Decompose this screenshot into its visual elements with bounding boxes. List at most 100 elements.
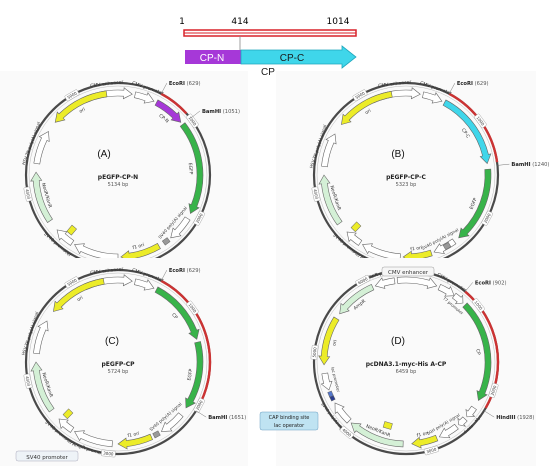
tick-box [352, 89, 368, 102]
site-name: BamHI [511, 162, 530, 168]
site-name: EcoRI [457, 81, 473, 87]
tick-label: 4000 [25, 376, 32, 387]
ori-feature-label: ori [364, 108, 372, 116]
ampr-promoter-feature [362, 243, 401, 261]
tick-label: 2000 [195, 212, 204, 224]
tick-label: 3000 [426, 447, 438, 455]
tick-box [64, 89, 80, 102]
small-gray-feature [152, 430, 161, 439]
ori-feature [53, 277, 105, 312]
sv40-promoter-feature [58, 418, 75, 433]
cmv-promoter-feature [437, 283, 455, 297]
cmv-enhancer-feature-label: CMV enhancer [378, 79, 412, 89]
position-start-label: 1 [179, 17, 185, 27]
tick-box [311, 186, 321, 202]
site-position: (1051) [221, 109, 240, 115]
cp-c-insert-feature [442, 99, 492, 165]
sv40-polya-feature [334, 402, 352, 424]
site-tick [483, 410, 495, 418]
tick-box [474, 113, 487, 129]
cp-c-arrow [240, 45, 357, 69]
small-gray-feature [442, 242, 452, 251]
lac-operator-box [327, 390, 334, 398]
insert-region-arc [160, 92, 188, 115]
tick-label: 1000 [473, 300, 483, 311]
cp-insert-feature-label: CP [474, 349, 481, 356]
tick-label: 3000 [103, 450, 114, 456]
f1-ori-feature [120, 243, 161, 263]
tick-box [23, 186, 33, 202]
egfp-feature-label: EGFP [186, 368, 194, 381]
tick-box [64, 276, 80, 289]
tick-label: 1000 [187, 115, 197, 127]
cmv-enhancer-callout-text: CMV enhancer [388, 270, 429, 276]
plasmid-name: pEGFP-CP [102, 361, 136, 368]
tick-box [193, 210, 206, 226]
lac-promoter-feature [320, 372, 333, 391]
plasmid-name: pcDNA3.1-myc-His A-CP [366, 361, 447, 368]
site-position: (1928) [516, 415, 535, 421]
plasmid-size: 5134 bp [108, 182, 129, 188]
f1-ori-feature [411, 434, 439, 449]
tick-label: 2000 [195, 399, 204, 411]
tick-box [488, 382, 499, 398]
f1-ori-feature [117, 433, 153, 450]
cp-n-segment [185, 50, 241, 64]
egfp-feature-label: EGFP [187, 163, 194, 176]
tick-label: 2000 [483, 212, 492, 224]
cmv-enhancer-callout: CMV enhancer [381, 266, 435, 277]
neo-kan-feature [30, 361, 55, 413]
plasmid-size: 6459 bp [396, 369, 417, 375]
lac-promoter-feature-label: lac promoter [330, 367, 341, 393]
panel-letter: (D) [391, 336, 405, 347]
site-position: (1651) [227, 415, 246, 421]
restriction-site-hindiii: HindIII (1928) [496, 415, 534, 421]
hsv-tk-polya-feature [33, 131, 50, 165]
site-tick [448, 83, 456, 94]
insert-region-arc [160, 279, 212, 409]
neo-kan-feature [318, 174, 343, 226]
neo-kan-feature [350, 422, 404, 448]
plasmid-size: 5323 bp [396, 182, 417, 188]
cp-c-label: CP-C [280, 53, 304, 64]
cp-insert-feature [154, 286, 200, 340]
sv40-ori-box [350, 221, 362, 233]
site-name: BamHI [208, 415, 227, 421]
ampr-promoter-feature [374, 277, 396, 289]
ori-feature-label: ori [76, 295, 84, 303]
plasmid-panel-bg [0, 258, 248, 466]
sv40-ori-box [66, 224, 77, 236]
egfp-feature [458, 168, 492, 239]
cap-lac-callout: CAP binding site lac operator [259, 411, 319, 431]
tick-box [339, 425, 354, 440]
ori-feature [341, 90, 393, 125]
neo-kan-feature [30, 171, 53, 223]
plasmid-panel-bg [276, 71, 536, 279]
plasmid-size: 5724 bp [108, 369, 129, 375]
plasmid-name: pEGFP-CP-C [386, 174, 426, 181]
sv40-promoter-feature [346, 231, 363, 246]
cmv-promoter-feature [422, 91, 443, 104]
ori-feature [318, 316, 340, 366]
site-tick [160, 270, 168, 281]
restriction-site-bamhi: BamHI (1240) [511, 162, 549, 168]
plasmid-panel-bg [0, 71, 248, 279]
cmv-enhancer-feature [396, 276, 438, 289]
cp-n-insert-feature-label: CP-N [157, 113, 169, 125]
tick-label: 2000 [490, 384, 498, 396]
sv40-polya-feature [161, 412, 184, 432]
t7-promoter-feature [452, 292, 464, 305]
ori-feature-label: ori [78, 107, 86, 115]
cp-n-insert-feature [154, 99, 182, 123]
panel-letter: (A) [97, 149, 110, 160]
site-tick [190, 110, 201, 119]
tick-label: 1000 [475, 115, 485, 127]
sv40-promoter-callout: SV40 promoter [15, 450, 79, 462]
site-tick [195, 410, 207, 418]
plasmid-name: pEGFP-CP-N [98, 174, 138, 181]
plasmid-panel-bg [276, 258, 536, 466]
